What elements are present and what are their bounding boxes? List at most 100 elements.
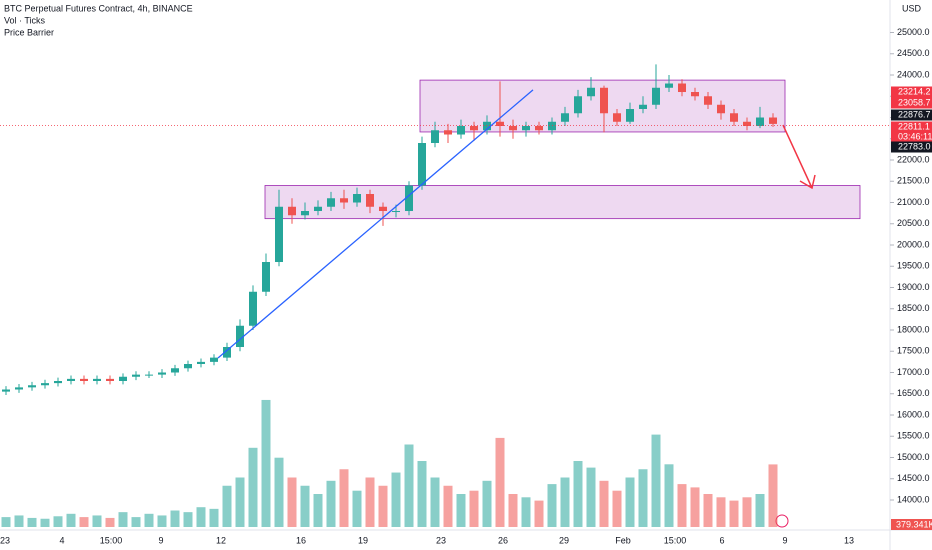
volume-bar — [612, 490, 622, 527]
candle-body — [678, 83, 686, 93]
y-tick-label: 17000.0 — [897, 367, 930, 377]
x-tick-label: 6 — [719, 535, 724, 545]
x-tick-label: 12 — [216, 535, 226, 545]
volume-bar — [443, 485, 453, 527]
candle-body — [613, 113, 621, 122]
candle-body — [353, 194, 361, 203]
volume-bar — [716, 497, 726, 527]
candle-body — [418, 143, 426, 186]
candle-body — [327, 198, 335, 207]
volume-bar — [131, 517, 141, 527]
volume-bar — [391, 472, 401, 527]
candle-body — [730, 113, 738, 122]
candle-body — [626, 109, 634, 122]
x-tick-label: 23 — [436, 535, 446, 545]
volume-bar — [287, 477, 297, 527]
y-tick-label: 18000.0 — [897, 324, 930, 334]
price-tag-label: 23058.7 — [898, 97, 931, 107]
candle-body — [106, 378, 114, 381]
volume-bar — [404, 444, 414, 527]
y-tick-label: 16000.0 — [897, 409, 930, 419]
volume-bar — [209, 508, 219, 527]
volume-bar — [157, 515, 167, 527]
x-tick-label: 15:00 — [664, 535, 687, 545]
volume-bar — [703, 494, 713, 527]
volume-bar — [118, 512, 128, 527]
currency-label: USD — [902, 3, 922, 13]
volume-tag-label: 379.341K — [896, 519, 932, 529]
x-tick-label: 26 — [498, 535, 508, 545]
candle-body — [197, 361, 205, 365]
y-tick-label: 21500.0 — [897, 176, 930, 186]
arrow-shaft — [782, 124, 813, 189]
x-tick-label: Feb — [615, 535, 631, 545]
y-tick-label: 15500.0 — [897, 431, 930, 441]
candle-body — [535, 126, 543, 131]
candle-body — [509, 126, 517, 131]
price-tag-label: 22876.7 — [898, 109, 931, 119]
x-tick-label: 13 — [844, 535, 854, 545]
volume-bar — [534, 500, 544, 527]
candle-body — [470, 126, 478, 131]
volume-bar — [599, 480, 609, 527]
candle-body — [639, 104, 647, 110]
candle-body — [132, 374, 140, 377]
volume-bar — [508, 494, 518, 527]
volume-bar — [469, 490, 479, 527]
candle-body — [41, 383, 49, 386]
volume-bar — [248, 447, 258, 527]
candle-body — [119, 376, 127, 381]
volume-bar — [560, 477, 570, 527]
y-tick-label: 22000.0 — [897, 154, 930, 164]
candle-body — [15, 387, 23, 390]
volume-bar — [742, 497, 752, 527]
x-tick-label: 9 — [782, 535, 787, 545]
candle-body — [158, 372, 166, 375]
candle-body — [600, 87, 608, 114]
candle-body — [340, 198, 348, 203]
volume-bar — [352, 490, 362, 527]
x-tick-label: 9 — [158, 535, 163, 545]
volume-bar — [1, 517, 11, 527]
y-tick-label: 15000.0 — [897, 452, 930, 462]
candle-body — [483, 121, 491, 131]
y-tick-label: 24500.0 — [897, 48, 930, 58]
price-tag — [891, 141, 932, 153]
y-tick-label: 19000.0 — [897, 282, 930, 292]
trend-line — [217, 89, 534, 359]
y-tick-label: 14000.0 — [897, 494, 930, 504]
volume-bar — [300, 485, 310, 527]
candle-body — [288, 206, 296, 216]
candle-body — [769, 117, 777, 124]
candle-body — [561, 113, 569, 122]
candle-body — [2, 389, 10, 392]
candle-body — [80, 378, 88, 381]
volume-bar — [664, 464, 674, 527]
volume-bar — [66, 513, 76, 527]
candle-body — [314, 206, 322, 212]
x-tick-label: 19 — [358, 535, 368, 545]
volume-bar — [53, 516, 63, 527]
candle-body — [249, 291, 257, 326]
candle-body — [444, 130, 452, 135]
y-tick-label: 18500.0 — [897, 303, 930, 313]
candle-body — [223, 347, 231, 358]
volume-bar — [14, 515, 24, 527]
candle-body — [93, 378, 101, 381]
candle-body — [691, 92, 699, 97]
y-tick-label: 20500.0 — [897, 218, 930, 228]
volume-bar — [417, 461, 427, 527]
price-tag-label: 22783.0 — [898, 141, 931, 151]
volume-bar — [586, 467, 596, 527]
candle-body — [28, 385, 36, 388]
volume-bar — [105, 517, 115, 527]
candle-body — [366, 194, 374, 207]
candle-body — [652, 87, 660, 105]
candle-body — [717, 104, 725, 114]
y-tick-label: 16500.0 — [897, 388, 930, 398]
candle-body — [587, 87, 595, 97]
candle-body — [405, 185, 413, 212]
volume-bar — [495, 437, 505, 527]
volume-bar — [144, 513, 154, 527]
